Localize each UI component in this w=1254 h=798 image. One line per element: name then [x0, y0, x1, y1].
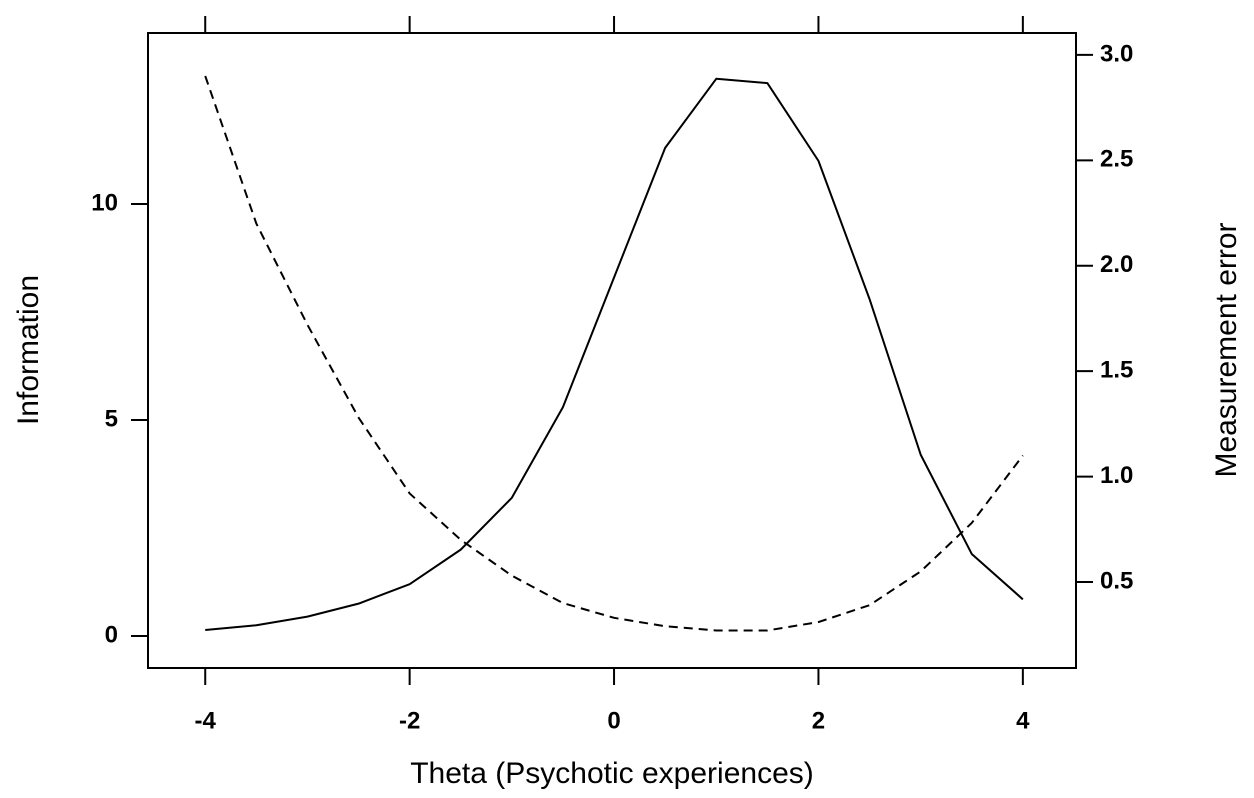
y2-tick-label: 1.5	[1100, 357, 1133, 384]
x-tick-label: 4	[1016, 707, 1030, 734]
y2-tick-label: 1.0	[1100, 462, 1133, 489]
y-tick-label: 0	[105, 621, 118, 648]
y2-tick-label: 2.5	[1100, 146, 1133, 173]
series-line	[204, 75, 1024, 632]
y2-axis-title: Measurement error	[1210, 222, 1243, 477]
x-tick-label: -4	[195, 707, 217, 734]
y-axis-title: Information	[12, 275, 45, 425]
x-tick-label: 0	[607, 707, 620, 734]
y2-tick-label: 2.0	[1100, 251, 1133, 278]
y2-tick-label: 0.5	[1100, 567, 1133, 594]
series-line	[205, 77, 1024, 631]
x-tick-label: -2	[399, 707, 420, 734]
x-axis-title: Theta (Psychotic experiences)	[410, 757, 814, 790]
plot-frame	[147, 32, 1077, 669]
y-tick-label: 5	[105, 405, 118, 432]
x-tick-label: 2	[812, 707, 825, 734]
y2-tick-label: 3.0	[1100, 40, 1133, 67]
y-tick-label: 10	[91, 189, 118, 216]
